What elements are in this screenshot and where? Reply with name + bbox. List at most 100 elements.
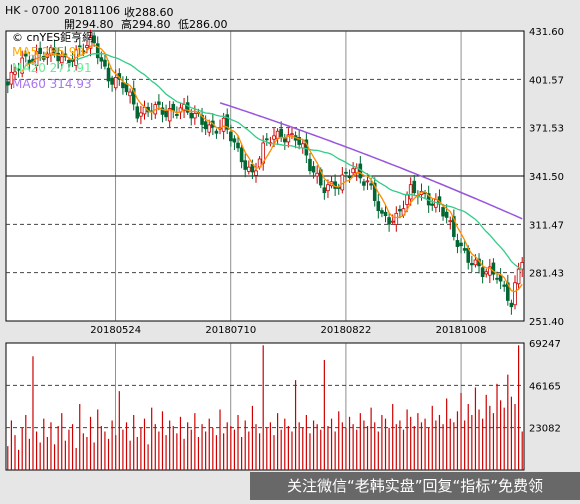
y-tick-label: 371.53 — [529, 124, 564, 135]
candle-body — [286, 134, 291, 143]
candle-body — [502, 284, 507, 287]
y-tick-label: 281.43 — [529, 269, 564, 280]
candle-body — [473, 259, 478, 266]
candle-body — [167, 108, 172, 122]
candle-body — [311, 166, 316, 173]
candle-body — [254, 170, 258, 176]
candle-body — [394, 212, 399, 225]
candle-body — [412, 180, 417, 194]
candle-body — [164, 110, 168, 118]
x-tick-label: 20181008 — [436, 325, 487, 336]
volume-tick-label: 69247 — [529, 339, 561, 350]
candle-body — [189, 112, 194, 119]
candle-body — [441, 207, 445, 217]
candle-body — [175, 114, 179, 116]
candle-body — [81, 50, 86, 53]
candle-body — [372, 182, 377, 201]
candle-body — [408, 184, 413, 200]
candle-body — [77, 45, 82, 48]
candle-body — [264, 138, 269, 141]
candle-body — [513, 282, 517, 306]
candle-body — [131, 88, 136, 105]
candle-body — [351, 168, 355, 174]
candle-body — [509, 302, 514, 308]
candle-body — [290, 133, 294, 136]
ma5-legend: MA5 285.90 — [12, 45, 84, 59]
candle-body — [480, 267, 485, 278]
candle-body — [38, 47, 42, 54]
candle-body — [200, 114, 204, 125]
candle-body — [380, 210, 384, 214]
candle-body — [16, 68, 21, 71]
candle-body — [110, 77, 114, 85]
candle-body — [272, 135, 276, 140]
candle-body — [390, 220, 395, 223]
candle-body — [491, 262, 496, 275]
candle-body — [383, 211, 388, 217]
candle-body — [221, 117, 226, 132]
candle-body — [139, 112, 143, 117]
candle-body — [239, 147, 244, 163]
date-label: 20181106 — [64, 4, 120, 17]
candle-body — [376, 201, 381, 212]
volume-panel — [5, 342, 525, 471]
candle-body — [5, 81, 10, 86]
y-tick-label: 431.60 — [529, 27, 564, 38]
candle-body — [20, 57, 24, 74]
candle-body — [455, 240, 460, 247]
candle-body — [398, 209, 402, 212]
candle-body — [135, 106, 140, 119]
y-tick-label: 311.47 — [529, 220, 564, 231]
candle-body — [444, 211, 449, 218]
candle-body — [488, 266, 492, 276]
x-tick-label: 20180524 — [90, 325, 141, 336]
candle-body — [160, 107, 165, 115]
candle-body — [470, 263, 474, 266]
candle-body — [49, 47, 53, 56]
candle-body — [92, 35, 96, 44]
candle-body — [430, 203, 435, 206]
candle-body — [113, 77, 118, 89]
candle-body — [157, 101, 161, 105]
candle-body — [462, 248, 467, 251]
candle-body — [516, 268, 521, 285]
candle-body — [495, 277, 499, 280]
candle-body — [95, 43, 100, 59]
candle-body — [344, 171, 348, 174]
candle-body — [247, 166, 251, 172]
candle-body — [369, 183, 373, 186]
candle-body — [56, 52, 60, 62]
brand-label: © cnYES鉅亨網 — [12, 30, 93, 44]
candle-body — [279, 128, 283, 139]
candle-body — [347, 176, 352, 178]
candle-body — [236, 142, 240, 149]
candle-body — [365, 180, 370, 183]
ma20-line — [75, 53, 523, 271]
candle-body — [308, 158, 312, 172]
candle-body — [282, 138, 287, 143]
candle-body — [13, 71, 17, 75]
y-tick-label: 401.57 — [529, 75, 564, 86]
candle-body — [405, 194, 409, 205]
candle-body — [243, 160, 248, 170]
candle-body — [362, 181, 366, 186]
candle-body — [23, 53, 28, 57]
candle-body — [171, 103, 176, 111]
candle-body — [459, 242, 463, 247]
candle-body — [225, 114, 230, 130]
candle-body — [207, 124, 212, 133]
candle-body — [452, 216, 456, 237]
candle-body — [185, 102, 190, 113]
ma5-line — [21, 44, 523, 293]
x-tick-label: 20180710 — [205, 325, 256, 336]
candle-body — [297, 137, 301, 145]
candle-body — [9, 71, 14, 85]
candle-body — [128, 91, 132, 97]
volume-tick-label: 46165 — [529, 381, 561, 392]
candle-body — [121, 82, 125, 89]
y-tick-label: 341.50 — [529, 172, 564, 183]
candle-body — [322, 187, 327, 194]
ma60-line — [219, 102, 523, 220]
